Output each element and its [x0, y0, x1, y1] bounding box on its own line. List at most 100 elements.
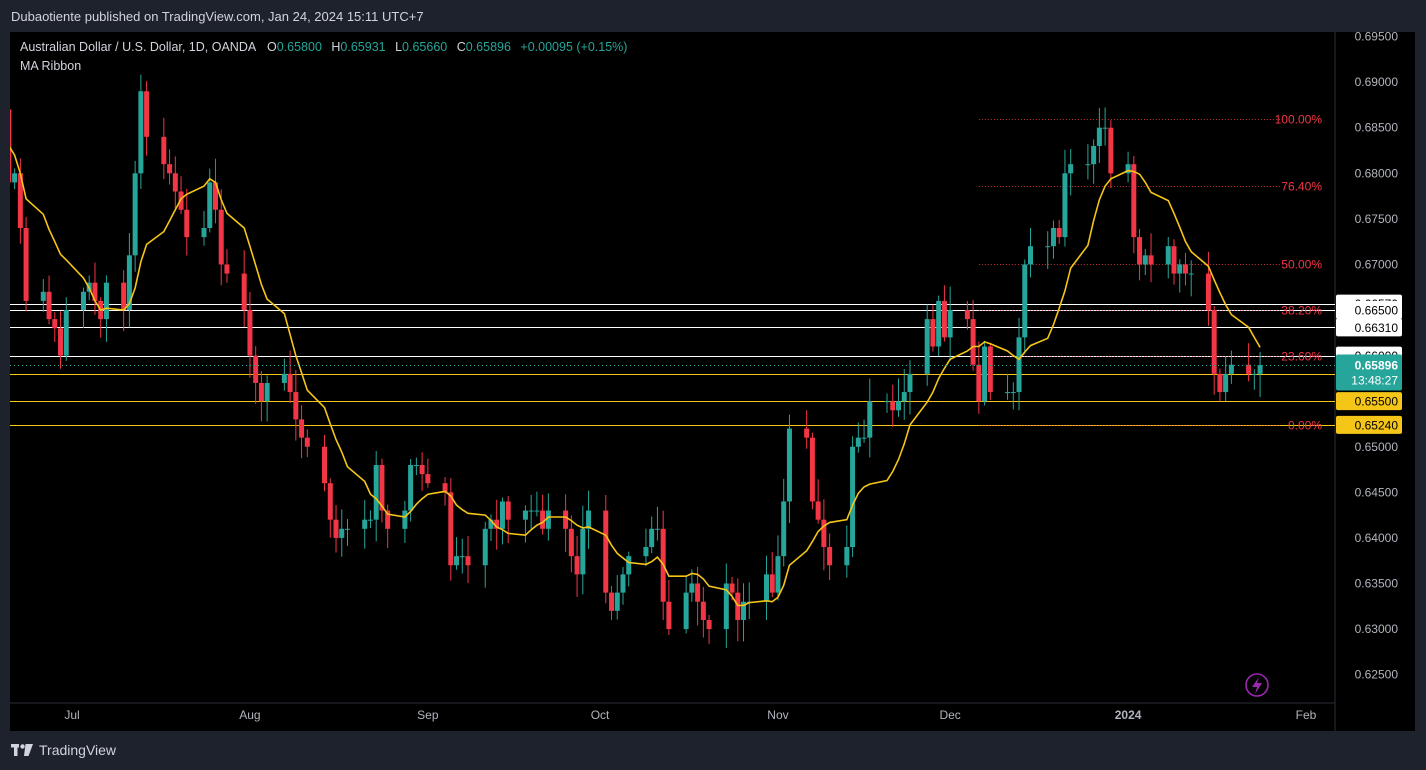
candle-body	[620, 574, 626, 593]
candle-body	[258, 382, 264, 402]
price-tick-label: 0.67000	[1355, 257, 1399, 271]
change-value: +0.00095 (+0.15%)	[520, 40, 628, 54]
indicator-legend-row[interactable]: MA Ribbon	[20, 59, 82, 73]
candle-body	[649, 528, 655, 548]
time-axis: Jul Aug Sep Oct Nov Dec 2024 Feb	[64, 708, 1316, 722]
candle-body	[741, 601, 747, 620]
open-value: 0.65800	[276, 40, 322, 54]
candle-body	[132, 173, 138, 256]
candle-body	[982, 346, 988, 402]
candle-body	[218, 209, 224, 265]
candle-body	[1028, 246, 1034, 265]
candle-body	[379, 464, 385, 511]
candle-body	[1211, 310, 1217, 374]
candle-body	[241, 273, 247, 311]
time-tick-label: Jul	[64, 708, 79, 722]
chart-area[interactable]: 0.62500 0.63000 0.63500 0.64000 0.64500 0.650…	[10, 32, 1415, 731]
candle-body	[775, 556, 781, 593]
time-tick-label: Dec	[939, 708, 960, 722]
price-tick-label: 0.63500	[1355, 576, 1399, 590]
candle-body	[167, 164, 173, 174]
price-tick-label: 0.68000	[1355, 166, 1399, 180]
candle-body	[448, 492, 454, 566]
candle-body	[1045, 246, 1051, 248]
high-label: H	[331, 40, 341, 54]
candle-body	[1131, 164, 1137, 238]
candle-body	[465, 556, 471, 566]
candle-body	[850, 446, 856, 548]
candle-body	[689, 583, 695, 593]
time-tick-label: Aug	[239, 708, 260, 722]
candle-body	[58, 328, 64, 356]
fib-level-label: 23.60%	[1281, 350, 1322, 364]
candle-body	[23, 227, 29, 301]
candle-body	[1005, 392, 1011, 394]
candle-body	[884, 401, 890, 403]
candle-body	[413, 464, 419, 466]
fib-level-label: 50.00%	[1281, 258, 1322, 272]
price-level-tag	[1336, 415, 1402, 434]
candle-body	[654, 528, 660, 530]
close-value: 0.65896	[465, 40, 511, 54]
candle-body	[1062, 173, 1068, 238]
candle-body	[723, 583, 729, 630]
candle-body	[936, 300, 942, 347]
candle-body	[763, 574, 769, 602]
price-tick-label: 0.69500	[1355, 32, 1399, 44]
lightning-icon[interactable]	[1245, 673, 1269, 697]
candle-body	[304, 437, 310, 447]
candle-body	[1251, 373, 1257, 375]
candle-body	[1108, 127, 1114, 174]
candle-body	[10, 109, 12, 183]
candle-body	[1171, 246, 1177, 274]
candle-body	[1085, 164, 1091, 166]
candle-body	[299, 419, 305, 438]
candle-body	[505, 501, 511, 520]
price-level-tag-text: 0.66500	[1355, 304, 1399, 318]
candle-body	[970, 319, 976, 365]
candle-body	[46, 291, 52, 320]
candle-body	[815, 501, 821, 520]
candle-body	[666, 601, 672, 630]
candle-body	[293, 392, 299, 420]
candle-body	[253, 355, 259, 383]
candle-body	[322, 446, 328, 484]
candle-body	[907, 373, 913, 393]
tradingview-logo[interactable]: TradingView	[11, 742, 116, 758]
publisher-bar: Dubaotiente published on TradingView.com…	[0, 0, 1426, 32]
candle-body	[327, 483, 333, 520]
candle-body	[281, 373, 287, 383]
candle-body	[821, 519, 827, 548]
candle-body	[126, 255, 132, 311]
candle-body	[609, 592, 615, 611]
fib-level-label: 76.40%	[1281, 180, 1322, 194]
candle-body	[425, 474, 431, 484]
candle-body	[1148, 255, 1154, 265]
candle-body	[1068, 164, 1074, 174]
price-tick-label: 0.64000	[1355, 531, 1399, 545]
candle-body	[103, 282, 109, 320]
price-tick-label: 0.69000	[1355, 75, 1399, 89]
candle-body	[488, 519, 494, 529]
price-level-tag-text: 0.65500	[1355, 395, 1399, 409]
candle-body	[890, 401, 896, 411]
candlestick-chart[interactable]: 0.62500 0.63000 0.63500 0.64000 0.64500 0.650…	[10, 32, 1415, 731]
candle-body	[442, 483, 448, 493]
candle-body	[287, 373, 293, 393]
open-label: O	[266, 40, 277, 54]
time-tick-label: Nov	[767, 708, 788, 722]
candle-body	[781, 501, 787, 557]
candle-body	[964, 310, 970, 320]
candle-body	[827, 547, 833, 566]
price-tick-label: 0.64500	[1355, 485, 1399, 499]
candle-body	[1096, 127, 1102, 146]
candle-body	[494, 519, 500, 529]
candle-body	[844, 547, 850, 566]
price-level-tag	[1336, 392, 1402, 411]
candle-body	[1102, 127, 1108, 129]
candle-body	[121, 282, 127, 311]
candle-body	[344, 528, 350, 530]
candle-body	[367, 519, 373, 521]
candle-body	[499, 501, 505, 529]
